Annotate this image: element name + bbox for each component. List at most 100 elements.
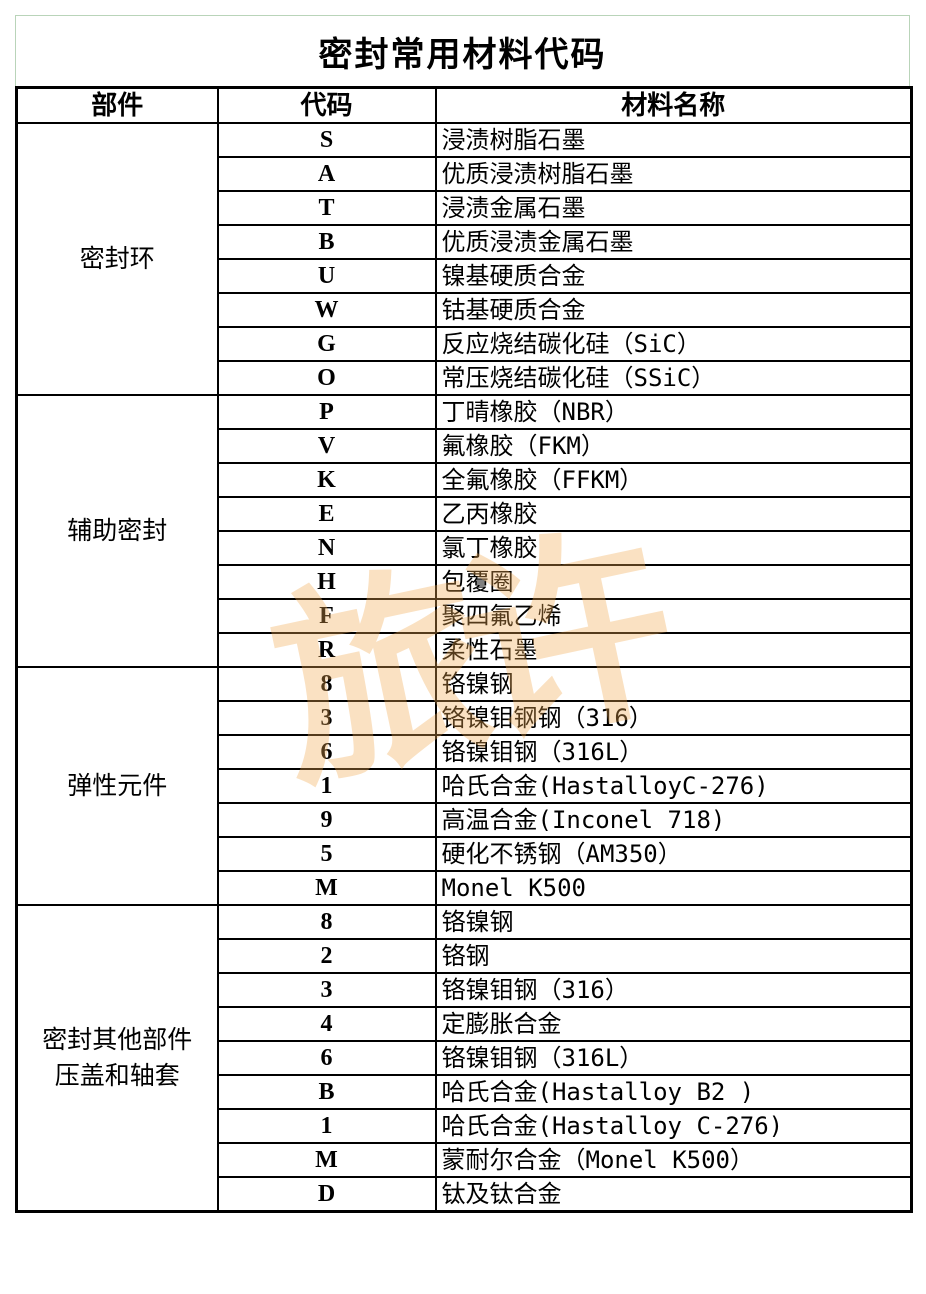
material-name-cell: 铬钢 [434, 938, 913, 974]
material-name-cell: 浸渍金属石墨 [434, 190, 913, 226]
code-cell: T [216, 190, 437, 226]
table-row: 3 铬镍钼钢钢（316） [17, 700, 913, 736]
code-cell: P [216, 394, 437, 430]
table-row: N 氯丁橡胶 [17, 530, 913, 566]
table-row: 1 哈氏合金(Hastalloy C-276) [17, 1108, 913, 1144]
code-cell: M [216, 1142, 437, 1178]
table-row: D 钛及钛合金 [17, 1176, 913, 1213]
code-cell: 3 [216, 972, 437, 1008]
code-cell: 9 [216, 802, 437, 838]
material-name-cell: 铬镍钢 [434, 904, 913, 940]
material-name-cell: Monel K500 [434, 870, 913, 906]
material-name-cell: 乙丙橡胶 [434, 496, 913, 532]
code-cell: N [216, 530, 437, 566]
material-name-cell: 蒙耐尔合金（Monel K500） [434, 1142, 913, 1178]
material-name-cell: 铬镍钼钢钢（316） [434, 700, 913, 736]
table-row: R 柔性石墨 [17, 632, 913, 668]
material-name-cell: 优质浸渍树脂石墨 [434, 156, 913, 192]
table-row: B 优质浸渍金属石墨 [17, 224, 913, 260]
material-name-cell: 优质浸渍金属石墨 [434, 224, 913, 260]
table-row: K 全氟橡胶（FFKM） [17, 462, 913, 498]
material-name-cell: 常压烧结碳化硅（SSiC） [434, 360, 913, 396]
material-name-cell: 哈氏合金(HastalloyC-276) [434, 768, 913, 804]
code-cell: 1 [216, 768, 437, 804]
part-cell: 弹性元件 [15, 666, 219, 906]
table-row: O 常压烧结碳化硅（SSiC） [17, 360, 913, 396]
table-row: 密封其他部件 压盖和轴套 8 铬镍钢 [15, 904, 913, 1213]
table-row: T 浸渍金属石墨 [17, 190, 913, 226]
table-row: 弹性元件 8 铬镍钢 [15, 666, 913, 906]
material-name-cell: 铬镍钼钢（316L） [434, 734, 913, 770]
table-row: E 乙丙橡胶 [17, 496, 913, 532]
table-row: G 反应烧结碳化硅（SiC） [17, 326, 913, 362]
table-row: M Monel K500 [17, 870, 913, 906]
code-cell: 2 [216, 938, 437, 974]
table-row: 6 铬镍钼钢（316L） [17, 734, 913, 770]
table-row: 3 铬镍钼钢（316） [17, 972, 913, 1008]
material-name-cell: 丁晴橡胶（NBR） [434, 394, 913, 430]
table-row: F 聚四氟乙烯 [17, 598, 913, 634]
material-name-cell: 高温合金(Inconel 718) [434, 802, 913, 838]
material-name-cell: 氟橡胶（FKM） [434, 428, 913, 464]
material-name-cell: 氯丁橡胶 [434, 530, 913, 566]
code-cell: 8 [216, 904, 437, 940]
table-row: B 哈氏合金(Hastalloy B2 ) [17, 1074, 913, 1110]
code-cell: V [216, 428, 437, 464]
material-code-table: 部件 代码 材料名称 密封环 S 浸渍树脂石墨 A 优质浸渍树脂石墨 T 浸渍金属石墨 B 优质… [15, 86, 913, 1213]
part-cell: 辅助密封 [15, 394, 219, 668]
material-name-cell: 全氟橡胶（FFKM） [434, 462, 913, 498]
code-cell: 6 [216, 734, 437, 770]
code-cell: O [216, 360, 437, 396]
table-row: A 优质浸渍树脂石墨 [17, 156, 913, 192]
material-name-cell: 聚四氟乙烯 [434, 598, 913, 634]
table-row: M 蒙耐尔合金（Monel K500） [17, 1142, 913, 1178]
code-cell: S [216, 122, 437, 158]
table-row: H 包覆圈 [17, 564, 913, 600]
material-name-cell: 钛及钛合金 [434, 1176, 913, 1213]
table-row: W 钴基硬质合金 [17, 292, 913, 328]
code-cell: 1 [216, 1108, 437, 1144]
material-name-cell: 浸渍树脂石墨 [434, 122, 913, 158]
code-cell: D [216, 1176, 437, 1213]
table-row: 4 定膨胀合金 [17, 1006, 913, 1042]
code-cell: 6 [216, 1040, 437, 1076]
document-title: 密封常用材料代码 [15, 15, 910, 86]
code-cell: G [216, 326, 437, 362]
material-name-cell: 哈氏合金(Hastalloy C-276) [434, 1108, 913, 1144]
table-row: 辅助密封 P 丁晴橡胶（NBR） [15, 394, 913, 668]
code-cell: E [216, 496, 437, 532]
table-row: 2 铬钢 [17, 938, 913, 974]
material-name-cell: 定膨胀合金 [434, 1006, 913, 1042]
code-cell: W [216, 292, 437, 328]
material-name-cell: 柔性石墨 [434, 632, 913, 668]
material-name-cell: 铬镍钢 [434, 666, 913, 702]
code-cell: K [216, 462, 437, 498]
material-name-cell: 铬镍钼钢（316L） [434, 1040, 913, 1076]
code-cell: A [216, 156, 437, 192]
code-cell: R [216, 632, 437, 668]
material-name-cell: 铬镍钼钢（316） [434, 972, 913, 1008]
code-cell: 3 [216, 700, 437, 736]
code-cell: M [216, 870, 437, 906]
code-cell: 8 [216, 666, 437, 702]
table-row: U 镍基硬质合金 [17, 258, 913, 294]
table-row: 1 哈氏合金(HastalloyC-276) [17, 768, 913, 804]
part-cell: 密封其他部件 压盖和轴套 [15, 904, 219, 1213]
header-code: 代码 [216, 86, 437, 124]
material-name-cell: 哈氏合金(Hastalloy B2 ) [434, 1074, 913, 1110]
header-row: 部件 代码 材料名称 [15, 86, 913, 124]
code-cell: F [216, 598, 437, 634]
code-cell: 4 [216, 1006, 437, 1042]
material-name-cell: 反应烧结碳化硅（SiC） [434, 326, 913, 362]
table-row: 5 硬化不锈钢（AM350） [17, 836, 913, 872]
table-row: 6 铬镍钼钢（316L） [17, 1040, 913, 1076]
code-cell: 5 [216, 836, 437, 872]
material-name-cell: 硬化不锈钢（AM350） [434, 836, 913, 872]
header-part: 部件 [15, 86, 219, 124]
code-cell: B [216, 224, 437, 260]
material-name-cell: 镍基硬质合金 [434, 258, 913, 294]
table-row: 密封环 S 浸渍树脂石墨 [15, 122, 913, 396]
material-name-cell: 钴基硬质合金 [434, 292, 913, 328]
header-name: 材料名称 [434, 86, 913, 124]
material-name-cell: 包覆圈 [434, 564, 913, 600]
